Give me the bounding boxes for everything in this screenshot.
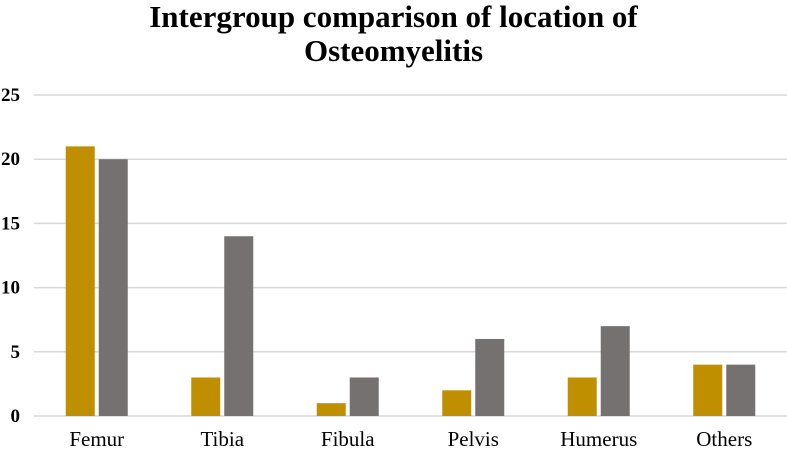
y-tick-label: 0 [11, 406, 21, 427]
x-tick-label-humerus: Humerus [560, 427, 637, 451]
x-tick-label-pelvis: Pelvis [448, 427, 499, 451]
bar-pelvis-series-1 [442, 390, 472, 416]
x-tick-label-femur: Femur [69, 427, 124, 451]
y-axis-tick-labels: 0 5 10 15 20 25 [1, 85, 20, 427]
bar-femur-series-2 [98, 159, 128, 416]
bar-femur-series-1 [65, 146, 95, 417]
chart-title-line-2: Osteomyelitis [303, 33, 484, 68]
y-tick-label: 10 [1, 278, 20, 299]
bar-humerus-series-1 [567, 377, 597, 416]
chart-title-line-1: Intergroup comparison of location of [149, 0, 638, 34]
y-tick-label: 20 [1, 149, 20, 170]
y-tick-label: 5 [11, 342, 21, 363]
bars [65, 146, 756, 417]
x-axis-tick-labels: Femur Tibia Fibula Pelvis Humerus Others [69, 427, 752, 451]
bar-tibia-series-2 [224, 236, 254, 416]
bar-tibia-series-1 [191, 377, 221, 416]
x-tick-label-fibula: Fibula [321, 427, 375, 451]
bar-others-series-1 [693, 364, 723, 416]
bar-others-series-2 [726, 364, 756, 416]
y-tick-label: 15 [1, 213, 20, 234]
bar-pelvis-series-2 [475, 338, 505, 416]
x-tick-label-others: Others [696, 427, 752, 451]
bar-humerus-series-2 [600, 326, 630, 416]
bar-fibula-series-1 [316, 403, 346, 416]
chart-title: Intergroup comparison of location of Ost… [0, 0, 787, 68]
gridlines [34, 94, 787, 417]
bar-fibula-series-2 [349, 377, 379, 416]
y-tick-label: 25 [1, 85, 20, 106]
x-tick-label-tibia: Tibia [200, 427, 244, 451]
